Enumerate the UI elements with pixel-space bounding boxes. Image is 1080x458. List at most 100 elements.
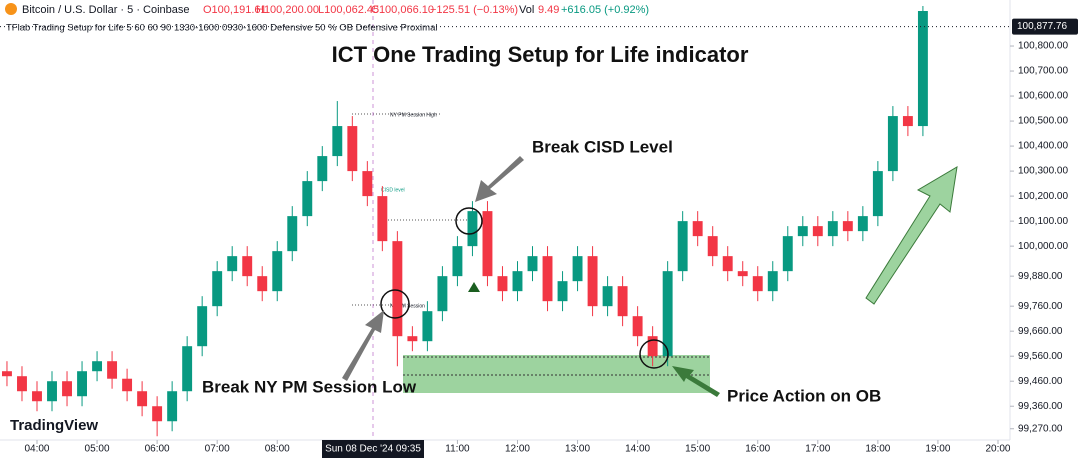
candles [2, 6, 928, 437]
symbol: Bitcoin / U.S. Dollar · 5 · Coinbase [22, 4, 190, 16]
candle-body [107, 361, 118, 379]
x-tick-label: 13:00 [565, 444, 590, 455]
candle-body [782, 236, 793, 272]
candle-body [842, 221, 853, 232]
order-block [403, 355, 710, 393]
annotation: Break NY PM Session Low [202, 377, 417, 396]
symbol-icon [5, 3, 17, 15]
candle-body [362, 171, 373, 197]
x-tick-label: 08:00 [265, 444, 290, 455]
candle-body [167, 391, 178, 422]
candle-body [797, 226, 808, 237]
candle-body [287, 216, 298, 252]
y-tick-label: 100,700.00 [1018, 66, 1068, 77]
y-tick-label: 100,800.00 [1018, 41, 1068, 52]
candle-body [857, 216, 868, 232]
watermark: TradingView [10, 417, 98, 434]
y-tick-label: 99,760.00 [1018, 301, 1063, 312]
ohlc-high: H100,200.00 [256, 4, 319, 16]
x-tick-label: 14:00 [625, 444, 650, 455]
highlight-circle [639, 339, 669, 369]
x-tick-label: 15:00 [685, 444, 710, 455]
candle-body [227, 256, 238, 272]
annotation: Price Action on OB [727, 386, 881, 405]
candle-body [32, 391, 42, 402]
candle-body [572, 256, 583, 282]
arrow [672, 366, 720, 397]
crosshair-label-bg [322, 440, 424, 458]
candle-body [557, 281, 568, 302]
candle-body [347, 126, 358, 172]
y-tick-label: 100,400.00 [1018, 141, 1068, 152]
candle-body [77, 371, 87, 397]
candle-body [437, 276, 448, 312]
annotation: NY PM Session High [390, 112, 437, 118]
candle-body [47, 381, 57, 402]
chart-title: ICT One Trading Setup for Life indicator [332, 42, 749, 67]
candle-body [917, 11, 928, 127]
y-tick-label: 99,560.00 [1018, 351, 1063, 362]
candle-body [602, 286, 613, 307]
candle-body [332, 126, 343, 157]
candle-body [302, 181, 313, 217]
candle-body [407, 336, 418, 342]
crosshair-label: Sun 08 Dec '24 09:35 [325, 444, 421, 455]
candle-body [827, 221, 838, 237]
candle-body [272, 251, 283, 292]
candle-body [512, 271, 523, 292]
candle-body [902, 116, 913, 127]
candle-body [122, 378, 133, 392]
y-tick-label: 100,100.00 [1018, 216, 1068, 227]
volume-change: +616.05 (+0.92%) [561, 4, 649, 16]
candle-body [497, 276, 508, 292]
candle-body [452, 246, 463, 277]
y-tick-label: 100,200.00 [1018, 191, 1068, 202]
candle-body [617, 286, 628, 317]
candle-body [317, 156, 328, 182]
x-tick-label: 04:00 [24, 444, 49, 455]
candle-body [692, 221, 703, 237]
ohlc-low: L100,062.45 [318, 4, 379, 16]
x-tick-label: 18:00 [865, 444, 890, 455]
annotation: NY PM Session [390, 303, 425, 309]
candle-body [662, 271, 673, 357]
y-tick-label: 100,600.00 [1018, 91, 1068, 102]
y-tick-label: 100,500.00 [1018, 116, 1068, 127]
ohlc-change: −125.51 (−0.13%) [430, 4, 518, 16]
candle-body [137, 391, 148, 407]
candle-body [872, 171, 883, 217]
annotation: CISD level [381, 187, 405, 193]
candle-body [197, 306, 208, 347]
candle-body [17, 376, 27, 392]
indicator: TFlab Trading Setup for Life 5 60 60 90 … [6, 23, 437, 34]
candle-body [377, 196, 388, 242]
y-tick-label: 100,300.00 [1018, 166, 1068, 177]
candle-body [647, 336, 658, 357]
candle-body [2, 371, 12, 377]
candle-body [677, 221, 688, 272]
x-tick-label: 05:00 [85, 444, 110, 455]
candle-body [542, 256, 553, 302]
candle-body [812, 226, 823, 237]
highlight-circle [380, 289, 410, 319]
candle-body [392, 241, 403, 337]
candle-body [887, 116, 898, 172]
candle-body [467, 211, 478, 247]
y-tick-label: 100,000.00 [1018, 241, 1068, 252]
ohlc-close: C100,066.10 [371, 4, 434, 16]
highlight-circle [455, 207, 483, 235]
candle-body [182, 346, 193, 392]
candle-body [152, 406, 163, 422]
x-tick-label: 16:00 [745, 444, 770, 455]
arrow [342, 310, 384, 381]
volume: 9.49 [538, 4, 559, 16]
arrow [475, 156, 524, 202]
candle-body [257, 276, 268, 292]
candle-body [722, 256, 733, 272]
signal-marker [468, 282, 480, 292]
arrow [865, 166, 958, 305]
x-tick-label: 12:00 [505, 444, 530, 455]
y-tick-label: 99,270.00 [1018, 423, 1063, 434]
candle-body [707, 236, 718, 257]
candle-body [92, 361, 103, 372]
